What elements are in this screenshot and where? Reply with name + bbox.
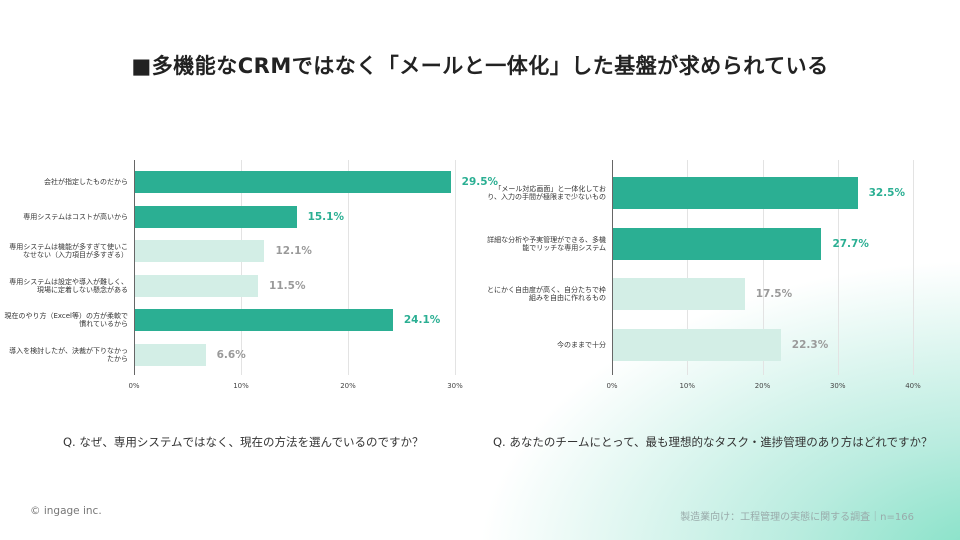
value-label: 32.5% — [868, 187, 905, 199]
value-label: 12.1% — [275, 245, 312, 257]
gridline — [913, 160, 914, 375]
x-tick-label: 40% — [905, 382, 921, 390]
gridline — [348, 160, 349, 375]
value-label: 27.7% — [832, 238, 869, 250]
bar — [135, 240, 265, 262]
right-question: Q. あなたのチームにとって、最も理想的なタスク・進捗管理のあり方はどれですか？ — [493, 435, 933, 449]
y-axis-line — [612, 160, 613, 375]
x-tick-label: 30% — [829, 382, 846, 390]
value-label: 22.3% — [791, 339, 829, 351]
left-question: Q. なぜ、専用システムではなく、現在の方法を選んでいるのですか？ — [63, 435, 424, 449]
gridline — [455, 160, 456, 375]
value-label: 17.5% — [755, 288, 793, 300]
bar — [613, 329, 781, 361]
x-tick-label: 30% — [447, 382, 463, 390]
bar — [613, 177, 858, 209]
value-label: 15.1% — [307, 211, 344, 223]
bar — [613, 228, 822, 260]
gridline — [762, 160, 764, 375]
left-bar-chart: 0% 10% 20% 30% 会社が指定したものだから 29.5% 専用システムはコストが高… — [0, 160, 498, 400]
bar — [613, 278, 745, 310]
value-label: 11.5% — [269, 280, 306, 292]
y-axis-line — [134, 160, 135, 375]
bar — [135, 171, 451, 193]
category-label: 現在のやり方（Excel等）の方が柔軟で慣れているから — [4, 311, 128, 329]
bar — [135, 309, 393, 331]
bar — [135, 206, 297, 228]
category-label: 専用システムは設定や導入が難しく、現場に定着しない懸念がある — [9, 277, 128, 295]
x-tick-label: 20% — [754, 382, 771, 390]
x-tick-label: 0% — [128, 382, 140, 390]
bar — [135, 344, 206, 366]
gridline — [241, 160, 242, 375]
value-label: 24.1% — [403, 314, 441, 326]
gridline — [837, 160, 839, 375]
value-label: 6.6% — [216, 349, 246, 361]
x-tick-label: 20% — [340, 382, 356, 390]
category-label: 今のままで十分 — [557, 340, 606, 349]
category-label: 「メール対応画面」と一体化しており、入力の手間が極限まで少ないもの — [487, 184, 606, 202]
category-label: 詳細な分析や予実管理ができる、多機能でリッチな専用システム — [487, 235, 606, 253]
x-tick-label: 10% — [679, 382, 696, 390]
x-tick-label: 0% — [606, 382, 618, 390]
category-label: 会社が指定したものだから — [44, 177, 128, 186]
page-title: ■多機能なCRMではなく「メールと一体化」した基盤が求められている — [131, 54, 829, 78]
source-note: 製造業向け：工程管理の実態に関する調査｜n=166 — [680, 512, 914, 523]
gridline — [687, 160, 689, 375]
bar — [135, 275, 259, 297]
right-bar-chart: 0% 10% 20% 30% 40% 「メール対応画面」と一体化しており、入力の手間が極限… — [480, 160, 960, 400]
category-label: 専用システムはコストが高いから — [23, 212, 128, 221]
x-tick-label: 10% — [233, 382, 249, 390]
category-label: 専用システムは機能が多すぎて使いこなせない（入力項目が多すぎる） — [9, 242, 128, 260]
category-label: 導入を検討したが、決裁が下りなかったから — [9, 346, 128, 364]
value-label: 29.5% — [461, 176, 499, 188]
copyright: © ingage inc. — [30, 505, 102, 517]
category-label: とにかく自由度が高く、自分たちで枠組みを自由に作れるもの — [487, 285, 606, 303]
